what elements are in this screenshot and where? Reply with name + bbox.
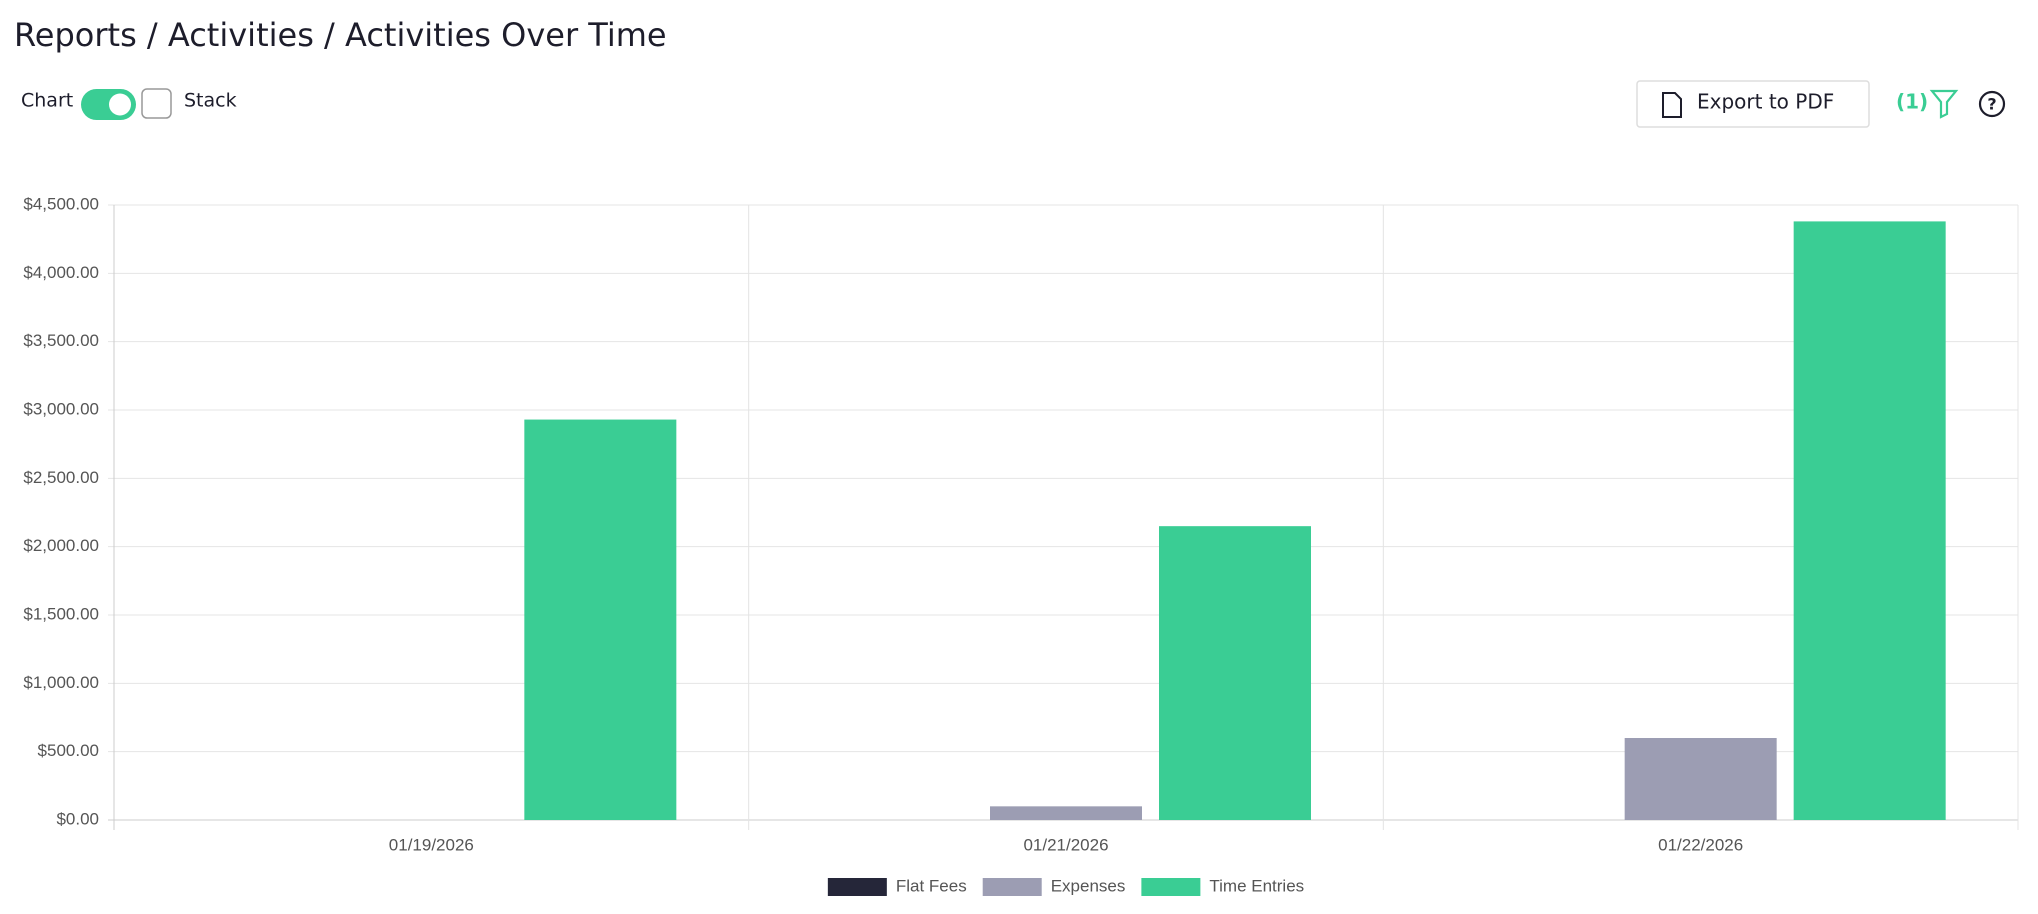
help-mark: ?: [1987, 95, 1996, 114]
legend-swatch: [1141, 878, 1201, 896]
stack-label: Stack: [184, 90, 237, 112]
y-tick-label: $3,500.00: [23, 331, 99, 350]
bar: [1793, 221, 1946, 820]
filter-icon[interactable]: [1929, 89, 1959, 119]
y-tick-label: $2,000.00: [23, 536, 99, 555]
filter-count[interactable]: (1): [1896, 90, 1928, 114]
y-tick-label: $3,000.00: [23, 399, 99, 418]
page-title: Reports / Activities / Activities Over T…: [14, 16, 667, 54]
bar: [524, 419, 677, 820]
stack-checkbox[interactable]: [141, 88, 172, 119]
y-tick-label: $4,500.00: [23, 194, 99, 213]
x-tick-label: 01/19/2026: [389, 835, 474, 854]
legend-label: Flat Fees: [896, 876, 967, 895]
export-button[interactable]: Export to PDF: [1636, 80, 1870, 128]
x-tick-label: 01/21/2026: [1023, 835, 1108, 854]
legend-swatch: [982, 878, 1042, 896]
help-icon[interactable]: ?: [1978, 90, 2006, 118]
chart-toggle[interactable]: [81, 89, 136, 120]
pdf-icon: [1662, 92, 1682, 118]
bar: [990, 806, 1142, 820]
y-tick-label: $2,500.00: [23, 468, 99, 487]
legend-swatch: [827, 878, 887, 896]
legend-label: Expenses: [1051, 876, 1126, 895]
bar: [1624, 738, 1777, 820]
chart: $0.00 $500.00 $1,000.00 $1,500.00 $2,000.00 $…: [23, 194, 2019, 896]
toggle-knob: [109, 93, 131, 116]
y-tick-label: $1,000.00: [23, 673, 99, 692]
export-button-label: Export to PDF: [1697, 90, 1834, 114]
y-tick-label: $0.00: [56, 809, 99, 828]
bar: [1159, 526, 1311, 820]
x-tick-label: 01/22/2026: [1658, 835, 1743, 854]
y-tick-label: $4,000.00: [23, 263, 99, 282]
y-tick-label: $500.00: [38, 741, 99, 760]
y-tick-label: $1,500.00: [23, 604, 99, 623]
export-button-box[interactable]: [1636, 80, 1870, 128]
help-circle[interactable]: [1978, 90, 2006, 118]
legend-label: Time Entries: [1209, 876, 1304, 895]
chart-toggle-label: Chart: [21, 90, 73, 112]
